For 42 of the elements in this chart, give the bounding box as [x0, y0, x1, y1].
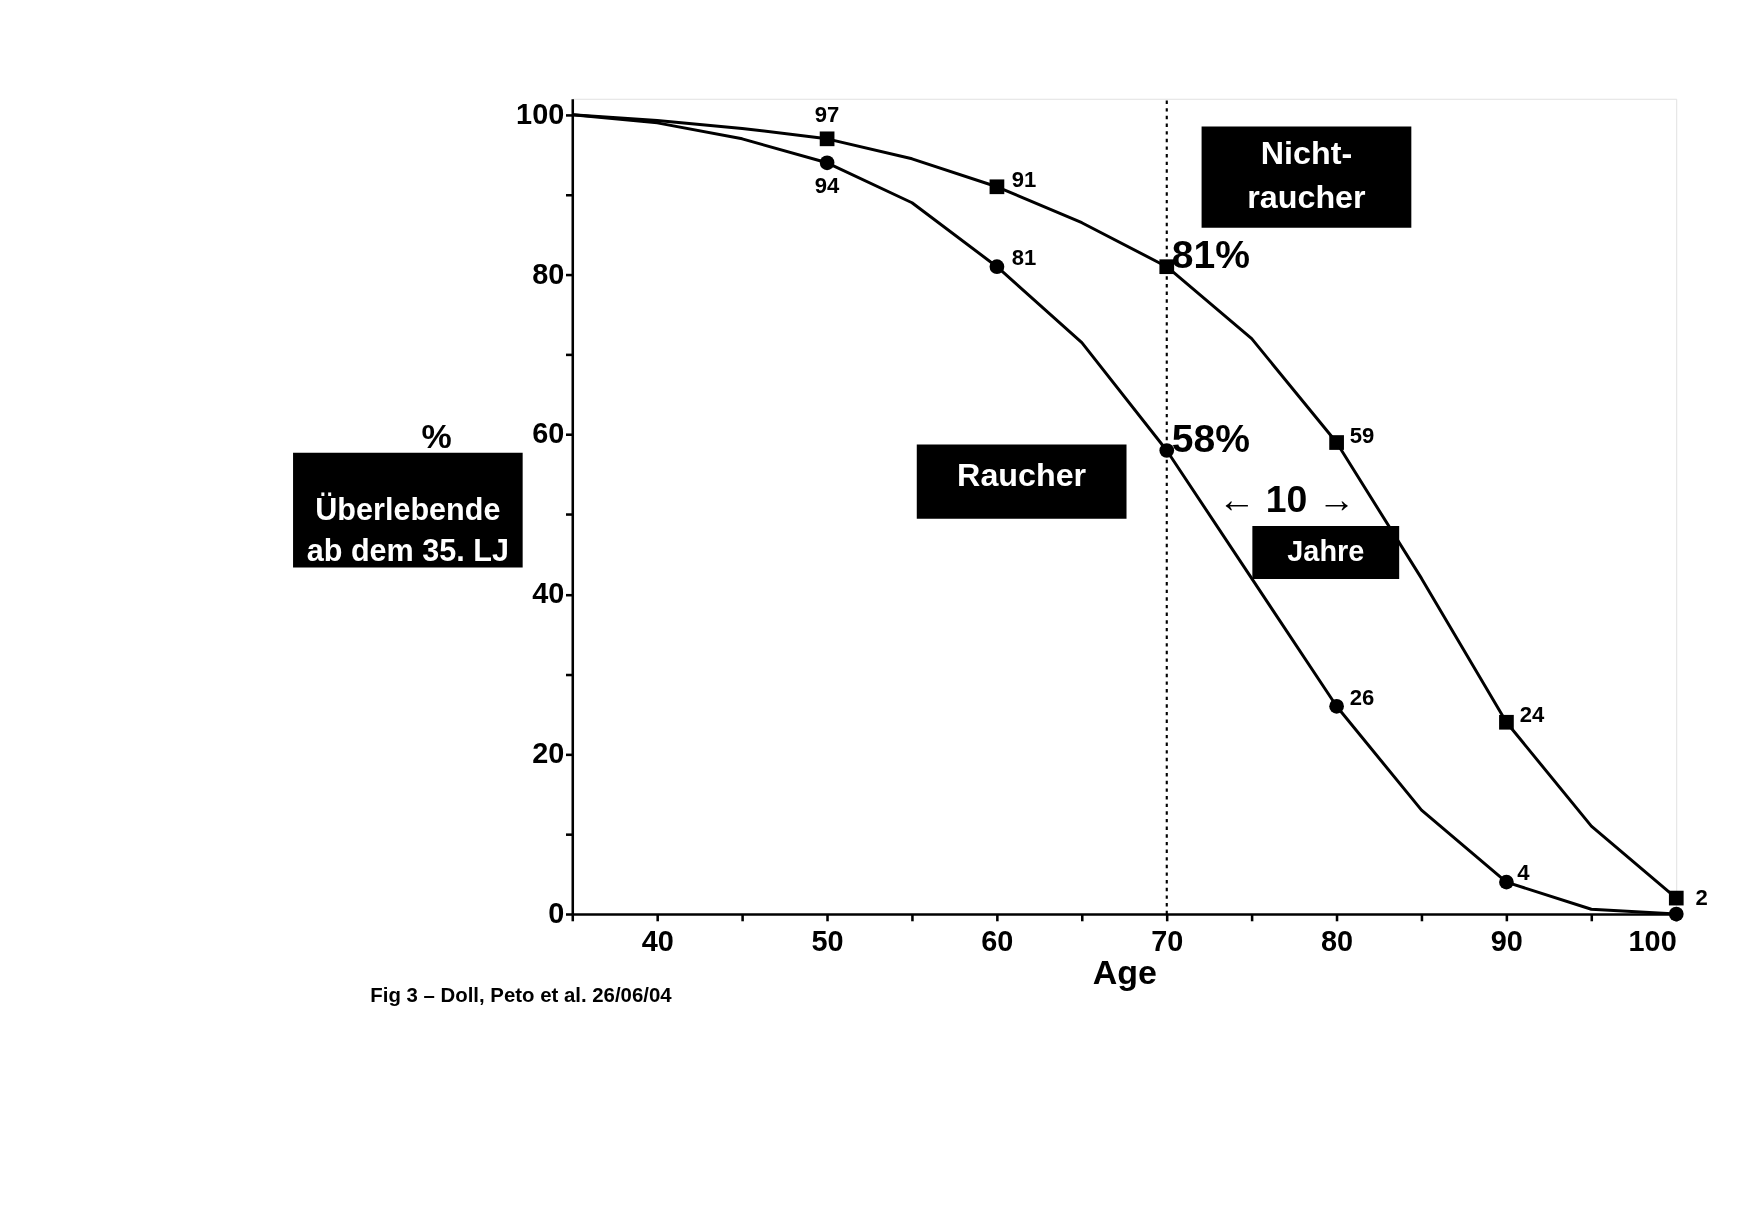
data-label: 94 [814, 173, 841, 199]
point [989, 179, 1005, 195]
x-tick-label: 50 [811, 925, 844, 958]
point [1499, 714, 1514, 730]
data-label: 59 [1349, 422, 1375, 448]
y-tick-label: 40 [532, 577, 565, 610]
y-axis-title: % [421, 417, 452, 456]
data-label: 24 [1519, 702, 1545, 728]
data-label: 81 [1011, 245, 1037, 270]
data-label: 97 [814, 101, 840, 127]
data-label: 58% [1171, 417, 1250, 461]
y-tick-label: 20 [532, 737, 565, 770]
point [1159, 443, 1175, 458]
point [1329, 698, 1344, 714]
point [1499, 874, 1514, 890]
x-tick-label: 60 [981, 925, 1014, 958]
data-label: 26 [1349, 684, 1375, 710]
point [819, 131, 835, 147]
point [1329, 435, 1344, 450]
x-tick-label: 80 [1320, 925, 1354, 958]
data-label: 81% [1171, 233, 1250, 277]
y-tick-label: 100 [516, 97, 565, 130]
text: Raucher [957, 456, 1087, 493]
y-tick-label: 60 [532, 417, 565, 450]
annotation: ← 10 → [1218, 477, 1356, 520]
data-label: 91 [1011, 166, 1037, 192]
annotation: Jahre [1287, 535, 1365, 568]
data-label: 4 [1517, 860, 1531, 886]
text: Überlebende ab dem 35. LJ [306, 491, 509, 568]
x-tick-label: 90 [1490, 925, 1523, 958]
x-tick-label: 40 [641, 925, 674, 958]
point [819, 155, 835, 171]
text: Nicht- raucher [1247, 134, 1367, 215]
y-tick-label: 0 [548, 896, 565, 929]
caption: Fig 3 – Doll, Peto et al. 26/06/04 [370, 983, 673, 1006]
point [1159, 259, 1175, 275]
data-label: 2 [1695, 884, 1708, 910]
point [1668, 906, 1684, 922]
point [1668, 890, 1684, 906]
x-tick-label: 100 [1628, 925, 1677, 958]
point [989, 259, 1005, 275]
y-tick-label: 80 [532, 257, 565, 290]
